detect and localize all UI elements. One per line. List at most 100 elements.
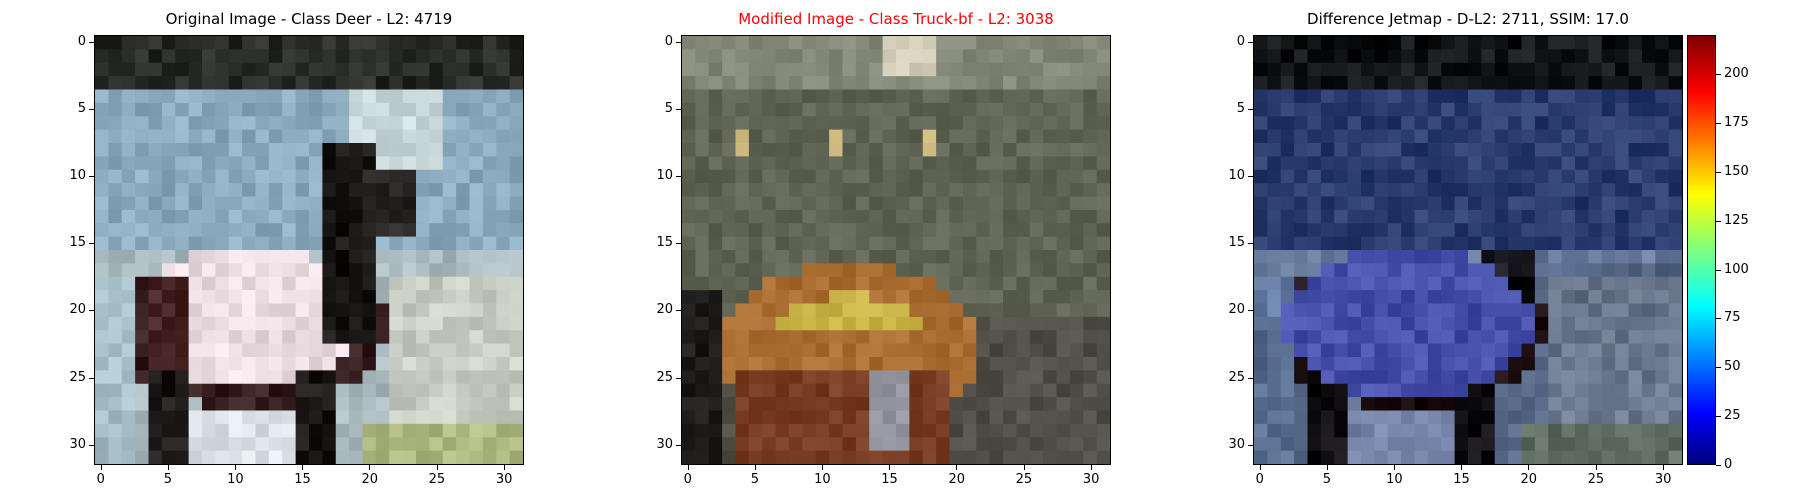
pixel-cell <box>722 102 737 117</box>
pixel-cell <box>255 196 270 211</box>
pixel-cell <box>242 49 257 64</box>
x-tick-mark <box>503 465 505 470</box>
pixel-cell <box>335 316 350 331</box>
pixel-cell <box>1521 129 1536 144</box>
pixel-cell <box>135 357 150 371</box>
pixel-cell <box>748 196 763 211</box>
pixel-cell <box>1320 36 1335 50</box>
pixel-cell <box>1043 303 1058 318</box>
pixel-cell <box>1056 250 1071 264</box>
pixel-cell <box>1521 102 1536 117</box>
pixel-cell <box>1043 156 1058 171</box>
pixel-cell <box>1454 370 1469 385</box>
pixel-cell <box>1043 423 1058 438</box>
pixel-cell <box>762 209 777 224</box>
pixel-cell <box>1374 236 1389 251</box>
pixel-cell <box>295 62 310 77</box>
pixel-cell <box>1561 290 1576 305</box>
pixel-cell <box>268 129 283 144</box>
pixel-cell <box>922 183 937 198</box>
pixel-cell <box>175 143 190 157</box>
pixel-cell <box>175 223 190 238</box>
pixel-cell <box>509 49 523 64</box>
pixel-cell <box>1374 343 1389 358</box>
pixel-cell <box>215 383 230 398</box>
x-tick-mark <box>1595 465 1597 470</box>
pixel-cell <box>375 89 390 104</box>
pixel-cell <box>442 223 457 238</box>
pixel-cell <box>349 316 364 331</box>
pixel-cell <box>896 129 910 144</box>
pixel-cell <box>936 143 951 157</box>
pixel-cell <box>202 410 216 425</box>
pixel-cell <box>1267 116 1282 131</box>
pixel-cell <box>1601 36 1616 50</box>
pixel-cell <box>1628 102 1643 117</box>
pixel-cell <box>1334 450 1349 464</box>
pixel-cell <box>362 196 377 211</box>
pixel-cell <box>95 183 109 198</box>
pixel-cell <box>1427 169 1442 184</box>
pixel-cell <box>762 116 777 131</box>
pixel-cell <box>882 343 897 358</box>
pixel-cell <box>496 437 511 452</box>
pixel-cell <box>775 330 790 345</box>
pixel-cell <box>789 129 803 144</box>
pixel-cell <box>882 62 897 77</box>
pixel-cell <box>335 370 350 385</box>
pixel-cell <box>869 263 884 278</box>
pixel-cell <box>1414 303 1429 318</box>
pixel-cell <box>842 330 857 345</box>
pixel-cell <box>161 423 176 438</box>
pixel-cell <box>735 49 750 64</box>
pixel-cell <box>148 316 163 331</box>
pixel-cell <box>1401 183 1416 198</box>
pixel-cell <box>108 102 123 117</box>
pixel-cell <box>309 290 323 305</box>
pixel-cell <box>135 397 150 412</box>
pixel-cell <box>962 437 977 452</box>
pixel-cell <box>855 49 870 64</box>
pixel-cell <box>775 236 790 251</box>
pixel-cell <box>815 62 830 77</box>
pixel-cell <box>456 437 471 452</box>
pixel-cell <box>268 209 283 224</box>
pixel-cell <box>1521 383 1536 398</box>
pixel-cell <box>496 76 511 91</box>
pixel-cell <box>1414 156 1429 171</box>
pixel-cell <box>1003 343 1017 358</box>
pixel-cell <box>922 330 937 345</box>
pixel-cell <box>95 450 109 464</box>
pixel-cell <box>762 397 777 412</box>
pixel-cell <box>922 102 937 117</box>
pixel-cell <box>469 62 484 77</box>
pixel-cell <box>1628 437 1643 452</box>
pixel-cell <box>1096 357 1110 371</box>
pixel-cell <box>108 143 123 157</box>
pixel-cell <box>1307 276 1322 291</box>
pixel-cell <box>1494 397 1509 412</box>
pixel-cell <box>1655 223 1670 238</box>
pixel-cell <box>1548 437 1563 452</box>
pixel-cell <box>161 49 176 64</box>
pixel-cell <box>1003 223 1017 238</box>
pixel-cell <box>722 156 737 171</box>
pixel-cell <box>748 290 763 305</box>
pixel-cell <box>1441 263 1456 278</box>
pixel-cell <box>469 223 484 238</box>
pixel-cell <box>349 156 364 171</box>
pixel-cell <box>121 383 136 398</box>
pixel-cell <box>815 209 830 224</box>
pixel-cell <box>309 437 323 452</box>
pixel-cell <box>855 62 870 77</box>
pixel-cell <box>148 410 163 425</box>
pixel-cell <box>509 76 523 91</box>
pixel-cell <box>1280 129 1295 144</box>
pixel-cell <box>708 223 723 238</box>
pixel-cell <box>1414 263 1429 278</box>
pixel-cell <box>469 250 484 264</box>
pixel-cell <box>1401 303 1416 318</box>
pixel-cell <box>1401 410 1416 425</box>
pixel-cell <box>202 76 216 91</box>
pixel-cell <box>362 223 377 238</box>
